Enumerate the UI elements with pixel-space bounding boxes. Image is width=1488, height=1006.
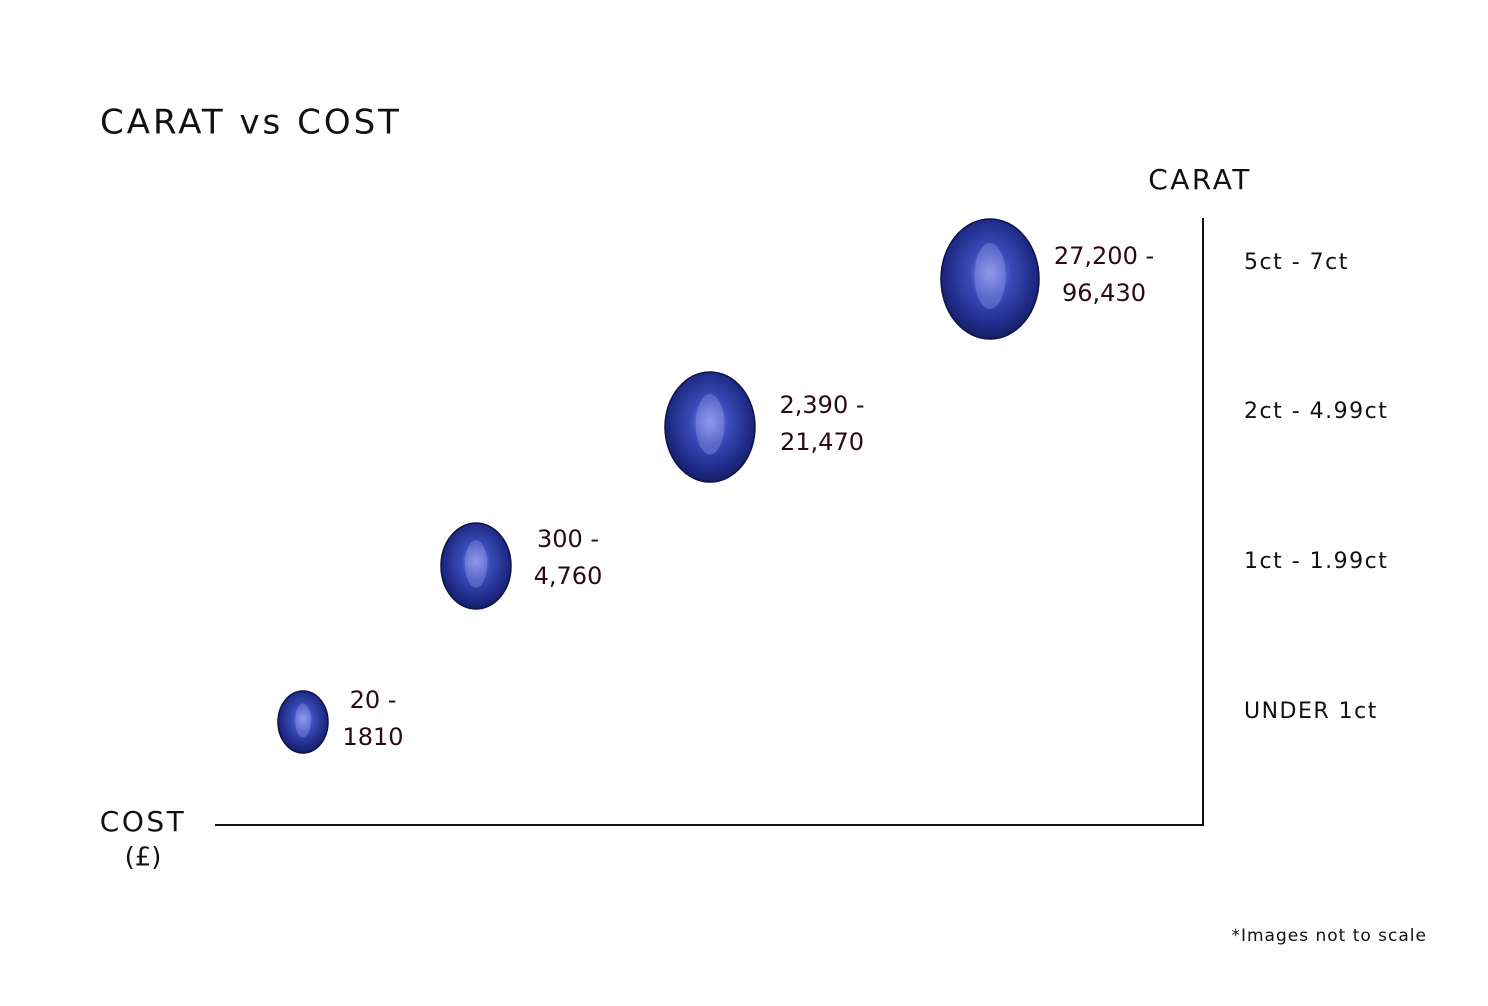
footnote: *Images not to scale: [1231, 926, 1427, 946]
gem: [664, 371, 756, 483]
gem-facet: [974, 243, 1006, 309]
gem: [440, 522, 512, 610]
cost-range: 27,200 -: [1054, 242, 1154, 270]
gem-facet: [695, 394, 725, 455]
gem-facet: [464, 540, 488, 588]
cost-range: 300 -: [537, 525, 599, 553]
carat-label: 2ct - 4.99ct: [1244, 399, 1388, 424]
gem-facet: [295, 703, 311, 738]
cost-range: 21,470: [780, 428, 864, 456]
cost-range: 1810: [342, 723, 403, 751]
x-axis-unit: (£): [125, 843, 162, 873]
cost-range: 4,760: [534, 562, 603, 590]
carat-label: 1ct - 1.99ct: [1244, 549, 1388, 574]
gem: [940, 218, 1040, 340]
title: CARAT vs COST: [100, 103, 402, 143]
cost-range: 96,430: [1062, 279, 1146, 307]
y-axis-label: CARAT: [1148, 163, 1252, 196]
carat-label: 5ct - 7ct: [1244, 250, 1349, 275]
carat-label: UNDER 1ct: [1244, 699, 1378, 724]
gem: [277, 690, 329, 754]
x-axis-label: COST: [100, 805, 186, 838]
cost-range: 2,390 -: [780, 391, 865, 419]
cost-range: 20 -: [350, 686, 397, 714]
